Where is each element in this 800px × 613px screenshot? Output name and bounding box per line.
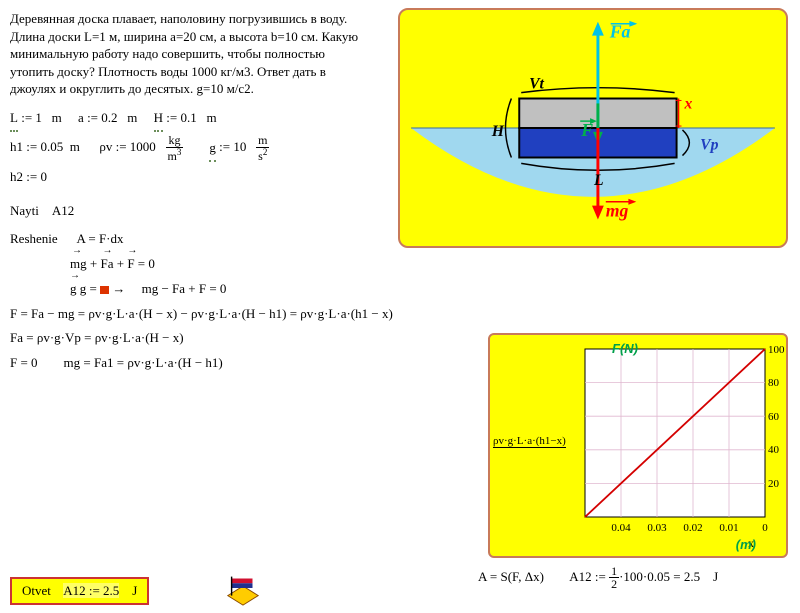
- var-rho: ρv: [99, 140, 112, 155]
- svg-text:0.02: 0.02: [683, 522, 702, 534]
- var-g: g: [209, 136, 216, 163]
- svg-text:0.01: 0.01: [719, 522, 738, 534]
- svg-text:0.04: 0.04: [611, 522, 631, 534]
- svg-text:0: 0: [762, 522, 768, 534]
- svg-text:Vp: Vp: [700, 137, 718, 154]
- force-graph: F(N) ρv·g·L·a·(h1−x) 100 80 60 40 20 0.0…: [488, 333, 788, 558]
- var-a: a: [78, 110, 84, 125]
- svg-text:80: 80: [768, 377, 780, 389]
- var-L: L: [10, 106, 18, 133]
- g-unit: ms2: [256, 134, 269, 162]
- answer-equation: A = S(F, Δx) A12 := 12·100·0.05 = 2.5 J: [478, 565, 788, 591]
- flag-icon: [224, 569, 262, 607]
- svg-text:20: 20: [768, 478, 780, 490]
- svg-text:Vt: Vt: [529, 76, 544, 93]
- svg-text:L: L: [593, 172, 604, 189]
- svg-text:40: 40: [768, 444, 780, 456]
- rho-unit: kgm3: [166, 134, 184, 162]
- svg-text:mg: mg: [606, 201, 629, 221]
- svg-text:60: 60: [768, 411, 780, 423]
- svg-text:Fa: Fa: [609, 22, 631, 42]
- var-H: H: [154, 106, 163, 133]
- physics-diagram: Fa F mg Vt H Vp L x: [398, 8, 788, 248]
- svg-text:x: x: [683, 95, 692, 112]
- var-h1: h1: [10, 140, 23, 155]
- var-h2: h2: [10, 169, 23, 184]
- svg-text:100: 100: [768, 344, 785, 356]
- svg-text:0.03: 0.03: [647, 522, 667, 534]
- answer-box: Otvet A12 := 2.5 J: [10, 577, 149, 605]
- red-marker: [100, 286, 109, 294]
- svg-text:H: H: [491, 123, 505, 140]
- problem-statement: Деревянная доска плавает, наполовину пог…: [10, 10, 360, 98]
